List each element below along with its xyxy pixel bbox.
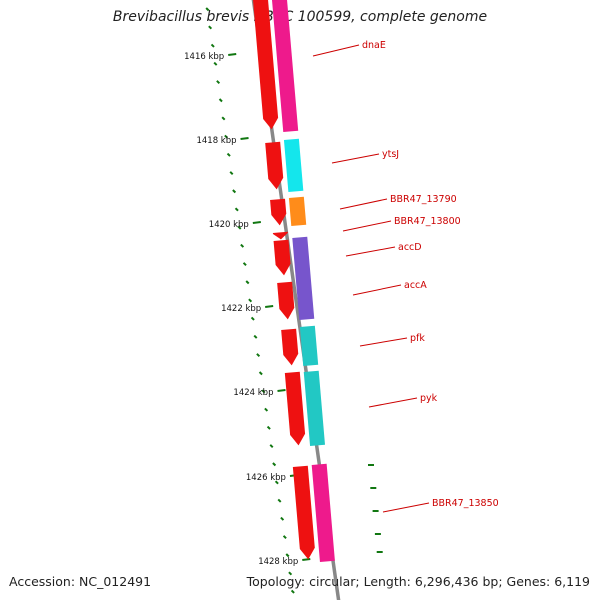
minor-tick bbox=[216, 80, 221, 85]
kbp-label: 1426 kbp bbox=[246, 473, 286, 483]
minor-tick bbox=[226, 152, 231, 157]
gene-labels: dnaE ytsJ BBR47_13790 BBR47_13800 accD accA pf… bbox=[362, 40, 499, 509]
minor-tick bbox=[250, 316, 255, 321]
gene-label: pfk bbox=[410, 333, 425, 344]
minor-tick bbox=[237, 225, 242, 230]
tick-marks bbox=[205, 7, 383, 594]
kbp-label: 1428 kbp bbox=[258, 557, 298, 567]
minor-tick bbox=[240, 243, 245, 248]
kbp-label: 1420 kbp bbox=[209, 220, 249, 230]
minor-tick bbox=[256, 353, 261, 358]
cds-arrow bbox=[253, 0, 279, 130]
gene-bar bbox=[283, 138, 304, 192]
major-tick bbox=[252, 221, 261, 224]
minor-tick bbox=[269, 444, 274, 449]
gene-features bbox=[253, 0, 335, 562]
label-leaders bbox=[312, 44, 430, 513]
minor-tick bbox=[274, 480, 279, 485]
leader-line bbox=[312, 44, 360, 57]
minor-tick bbox=[208, 25, 213, 30]
leader-line bbox=[342, 220, 392, 232]
minor-tick bbox=[280, 516, 285, 521]
cds-arrow bbox=[273, 239, 291, 276]
kbp-label: 1422 kbp bbox=[221, 304, 261, 314]
gene-label: ytsJ bbox=[382, 149, 399, 160]
major-tick bbox=[277, 389, 286, 392]
gene-label: accA bbox=[404, 280, 427, 291]
gene-bar bbox=[271, 0, 299, 132]
position-labels: 1416 kbp 1418 kbp 1420 kbp 1422 kbp 1424 kbp… bbox=[184, 52, 298, 567]
major-tick bbox=[228, 53, 237, 56]
minor-tick bbox=[242, 262, 247, 267]
gene-label: dnaE bbox=[362, 40, 386, 51]
kbp-label: 1416 kbp bbox=[184, 52, 224, 62]
leader-line bbox=[331, 153, 380, 164]
gene-label: BBR47_13850 bbox=[432, 498, 499, 509]
minor-tick bbox=[213, 61, 218, 66]
minor-tick bbox=[266, 425, 271, 430]
leader-line bbox=[382, 502, 430, 513]
gene-bar bbox=[303, 370, 326, 446]
cds-arrow bbox=[272, 231, 288, 240]
gene-label: BBR47_13790 bbox=[390, 194, 457, 205]
minor-tick bbox=[282, 535, 287, 540]
minor-tick bbox=[253, 334, 258, 339]
minor-tick bbox=[272, 462, 277, 467]
minor-tick bbox=[277, 498, 282, 503]
kbp-label: 1424 kbp bbox=[233, 388, 273, 398]
minor-tick bbox=[224, 134, 229, 139]
leader-line bbox=[368, 397, 418, 408]
leader-line bbox=[339, 198, 388, 210]
minor-tick bbox=[258, 371, 263, 376]
minor-tick bbox=[288, 571, 293, 576]
gene-label: BBR47_13800 bbox=[394, 216, 461, 227]
cds-arrow bbox=[277, 281, 295, 320]
minor-tick bbox=[221, 116, 226, 121]
gene-bar bbox=[292, 236, 315, 320]
gene-bar bbox=[299, 325, 319, 366]
minor-tick bbox=[285, 553, 290, 558]
cds-arrow bbox=[270, 198, 287, 226]
minor-tick bbox=[205, 7, 210, 12]
leader-line bbox=[345, 246, 396, 257]
minor-tick bbox=[232, 189, 237, 194]
minor-tick bbox=[245, 280, 250, 285]
minor-tick bbox=[264, 407, 269, 412]
minor-tick bbox=[234, 207, 239, 212]
gene-bar bbox=[288, 196, 307, 226]
cds-arrow bbox=[281, 328, 299, 366]
cds-arrow bbox=[284, 371, 306, 446]
minor-tick bbox=[248, 298, 253, 303]
leader-line bbox=[359, 337, 408, 347]
accession-text: Accession: NC_012491 bbox=[9, 574, 152, 589]
major-tick bbox=[302, 558, 311, 561]
topology-text: Topology: circular; Length: 6,296,436 bp… bbox=[246, 574, 590, 589]
minor-tick bbox=[229, 171, 234, 176]
major-tick bbox=[265, 305, 274, 308]
gene-bar bbox=[311, 463, 335, 562]
leader-line bbox=[352, 284, 402, 296]
cds-arrow bbox=[265, 141, 284, 190]
kbp-label: 1418 kbp bbox=[196, 136, 236, 146]
map-title: Brevibacillus brevis NBRC 100599, comple… bbox=[112, 9, 488, 25]
minor-tick bbox=[261, 389, 266, 394]
major-tick bbox=[240, 137, 249, 140]
minor-tick bbox=[290, 589, 295, 594]
gene-label: accD bbox=[398, 242, 422, 253]
cds-arrow bbox=[292, 465, 315, 560]
minor-tick bbox=[218, 98, 223, 103]
minor-tick bbox=[210, 43, 215, 48]
gene-label: pyk bbox=[420, 393, 438, 404]
